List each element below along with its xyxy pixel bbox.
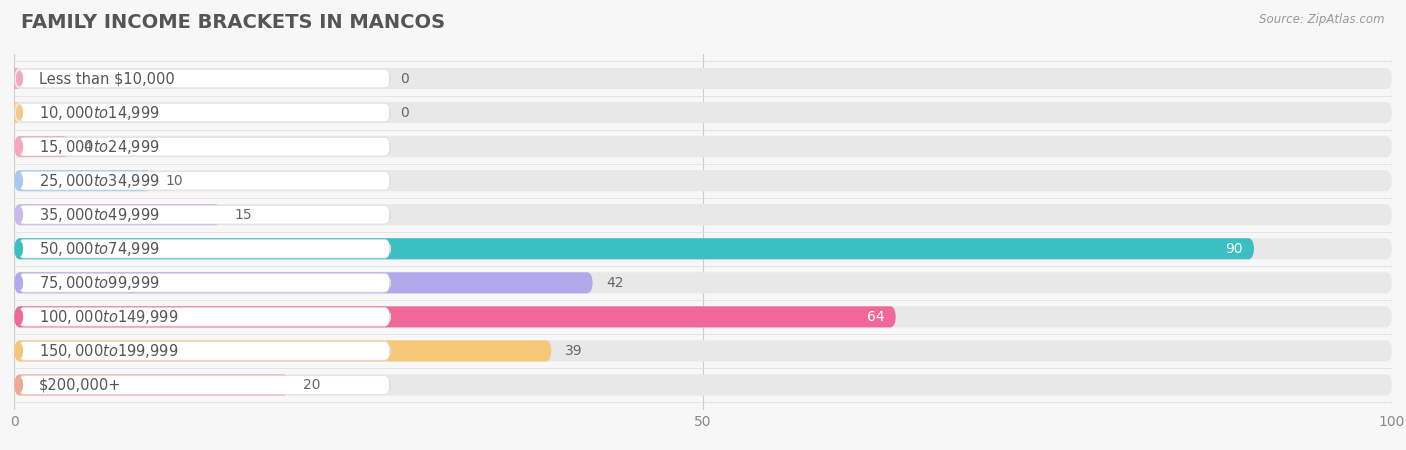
Text: $75,000 to $99,999: $75,000 to $99,999 <box>39 274 160 292</box>
FancyBboxPatch shape <box>8 68 20 89</box>
Text: $50,000 to $74,999: $50,000 to $74,999 <box>39 240 160 258</box>
FancyBboxPatch shape <box>18 69 391 88</box>
Text: FAMILY INCOME BRACKETS IN MANCOS: FAMILY INCOME BRACKETS IN MANCOS <box>21 14 446 32</box>
Circle shape <box>17 242 22 256</box>
FancyBboxPatch shape <box>14 136 69 157</box>
Text: 20: 20 <box>304 378 321 392</box>
Text: $35,000 to $49,999: $35,000 to $49,999 <box>39 206 160 224</box>
Text: 10: 10 <box>166 174 183 188</box>
Text: 39: 39 <box>565 344 583 358</box>
Text: $150,000 to $199,999: $150,000 to $199,999 <box>39 342 179 360</box>
Text: 15: 15 <box>235 208 252 222</box>
FancyBboxPatch shape <box>14 238 1254 259</box>
Text: $10,000 to $14,999: $10,000 to $14,999 <box>39 104 160 122</box>
FancyBboxPatch shape <box>14 204 1392 225</box>
FancyBboxPatch shape <box>18 206 391 224</box>
FancyBboxPatch shape <box>14 306 896 328</box>
FancyBboxPatch shape <box>18 342 391 360</box>
Circle shape <box>17 276 22 290</box>
FancyBboxPatch shape <box>14 204 221 225</box>
Text: 90: 90 <box>1226 242 1243 256</box>
Text: Less than $10,000: Less than $10,000 <box>39 71 174 86</box>
FancyBboxPatch shape <box>14 340 551 361</box>
FancyBboxPatch shape <box>14 374 1392 396</box>
Text: Source: ZipAtlas.com: Source: ZipAtlas.com <box>1260 14 1385 27</box>
Circle shape <box>17 207 22 222</box>
FancyBboxPatch shape <box>14 340 1392 361</box>
Circle shape <box>17 140 22 154</box>
Text: $25,000 to $34,999: $25,000 to $34,999 <box>39 171 160 189</box>
FancyBboxPatch shape <box>18 308 391 326</box>
Circle shape <box>17 378 22 392</box>
FancyBboxPatch shape <box>8 102 20 123</box>
Circle shape <box>17 174 22 188</box>
Text: $200,000+: $200,000+ <box>39 378 121 392</box>
FancyBboxPatch shape <box>18 104 391 122</box>
FancyBboxPatch shape <box>14 170 1392 191</box>
FancyBboxPatch shape <box>14 272 593 293</box>
FancyBboxPatch shape <box>14 374 290 396</box>
FancyBboxPatch shape <box>14 136 1392 157</box>
FancyBboxPatch shape <box>14 170 152 191</box>
Text: 42: 42 <box>606 276 624 290</box>
FancyBboxPatch shape <box>18 137 391 156</box>
Text: 0: 0 <box>399 72 409 86</box>
Text: $15,000 to $24,999: $15,000 to $24,999 <box>39 138 160 156</box>
Circle shape <box>17 344 22 358</box>
Circle shape <box>17 105 22 120</box>
FancyBboxPatch shape <box>18 171 391 190</box>
Text: 0: 0 <box>399 106 409 120</box>
FancyBboxPatch shape <box>18 376 391 394</box>
FancyBboxPatch shape <box>18 274 391 292</box>
Text: 64: 64 <box>868 310 884 324</box>
FancyBboxPatch shape <box>14 306 1392 328</box>
FancyBboxPatch shape <box>14 68 1392 89</box>
FancyBboxPatch shape <box>14 238 1392 259</box>
FancyBboxPatch shape <box>18 239 391 258</box>
Text: 4: 4 <box>83 140 91 153</box>
FancyBboxPatch shape <box>14 272 1392 293</box>
Text: $100,000 to $149,999: $100,000 to $149,999 <box>39 308 179 326</box>
Circle shape <box>17 72 22 86</box>
Circle shape <box>17 310 22 324</box>
FancyBboxPatch shape <box>14 102 1392 123</box>
